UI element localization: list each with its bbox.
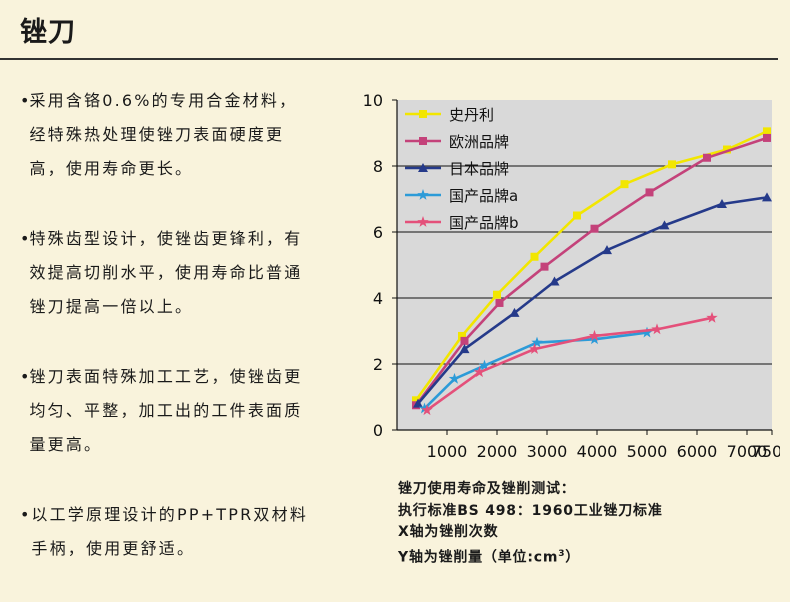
data-point (493, 290, 501, 299)
feature-item: • 采用含铬0.6%的专用合金材料，经特殊热处理使锉刀表面硬度更高，使用寿命更长… (20, 84, 310, 186)
x-tick-label: 7500 (752, 442, 780, 461)
note-text: Y轴为锉削量（单位:cm (398, 549, 559, 566)
chart-notes: 锉刀使用寿命及锉削测试： 执行标准BS 498：1960工业锉刀标准 X轴为锉削… (398, 479, 663, 569)
data-point (717, 198, 727, 208)
data-point (762, 192, 772, 202)
legend-label: 国产品牌a (449, 187, 518, 205)
bullet-icon: • (20, 367, 30, 386)
bullet-icon: • (20, 505, 30, 524)
note-line: 执行标准BS 498：1960工业锉刀标准 (398, 502, 663, 519)
x-tick-label: 2000 (477, 442, 518, 461)
y-tick-label: 2 (373, 355, 383, 374)
data-point (645, 188, 654, 197)
y-tick-label: 8 (373, 157, 383, 176)
data-point (417, 216, 429, 227)
legend-label: 史丹利 (449, 106, 494, 124)
y-tick-label: 0 (373, 421, 383, 440)
data-point (458, 331, 466, 340)
data-point (419, 137, 427, 145)
legend-label: 欧洲品牌 (449, 133, 509, 151)
data-point (723, 145, 731, 154)
feature-text: 以工学原理设计的PP+TPR双材料手柄，使用更舒适。 (31, 505, 309, 558)
data-point (763, 133, 771, 142)
data-point (495, 298, 504, 307)
data-point (418, 402, 431, 414)
data-point (509, 307, 520, 317)
data-point (412, 396, 420, 405)
note-line: Y轴为锉削量（单位:cm3） (398, 544, 663, 569)
page-title: 锉刀 (20, 17, 76, 48)
series-line (417, 196, 768, 405)
data-point (588, 333, 601, 345)
x-tick-label: 5000 (627, 442, 668, 461)
data-point (651, 323, 663, 335)
x-tick-label: 1000 (427, 442, 468, 461)
y-tick-label: 10 (363, 91, 383, 110)
x-tick-label: 7000 (727, 442, 768, 461)
data-point (531, 336, 543, 348)
data-point (528, 343, 541, 354)
data-point (641, 326, 653, 338)
data-point (478, 359, 491, 371)
feature-item: • 特殊齿型设计，使锉齿更锋利，有效提高切削水平，使用寿命比普通锉刀提高一倍以上… (20, 222, 310, 324)
data-point (763, 127, 771, 136)
data-point (588, 329, 601, 341)
data-point (448, 372, 461, 384)
data-point (620, 180, 629, 189)
feature-text: 特殊齿型设计，使锉齿更锋利，有效提高切削水平，使用寿命比普通锉刀提高一倍以上。 (29, 229, 303, 316)
series (421, 311, 718, 416)
feature-item: • 以工学原理设计的PP+TPR双材料手柄，使用更舒适。 (20, 498, 310, 566)
data-point (706, 311, 718, 323)
data-point (473, 366, 486, 378)
data-point (418, 163, 428, 172)
legend-label: 日本品牌 (449, 160, 509, 178)
data-point (573, 211, 581, 220)
series-line (414, 136, 768, 407)
y-tick-label: 4 (373, 289, 383, 308)
bullet-icon: • (20, 229, 30, 248)
series (418, 326, 653, 414)
note-superscript: 3 (558, 548, 566, 559)
y-tick-label: 6 (373, 223, 383, 242)
data-point (413, 398, 423, 408)
data-point (530, 252, 539, 261)
note-line: 锉刀使用寿命及锉削测试： (398, 481, 576, 497)
series (413, 192, 772, 408)
series-line (423, 331, 648, 410)
data-point (419, 110, 427, 118)
x-tick-label: 6000 (677, 442, 718, 461)
feature-text: 锉刀表面特殊加工工艺，使锉齿更均匀、平整，加工出的工件表面质量更高。 (29, 367, 303, 454)
x-tick-label: 3000 (527, 442, 568, 461)
feature-list: • 采用含铬0.6%的专用合金材料，经特殊热处理使锉刀表面硬度更高，使用寿命更长… (20, 84, 310, 602)
legend-label: 国产品牌b (449, 214, 519, 232)
data-point (540, 262, 549, 271)
x-tick-label: 4000 (577, 442, 618, 461)
bullet-icon: • (20, 91, 30, 110)
title-divider (0, 58, 778, 60)
data-point (421, 404, 433, 416)
data-point (668, 160, 676, 169)
series-line (426, 316, 713, 412)
data-point (417, 189, 429, 200)
data-point (659, 220, 670, 230)
data-point (460, 336, 469, 345)
feature-text: 采用含铬0.6%的专用合金材料，经特殊热处理使锉刀表面硬度更高，使用寿命更长。 (29, 91, 298, 178)
data-point (703, 153, 711, 162)
file-life-chart: 0 2 4 6 8 10 1000 2000 3000 4000 5000 6000 70007500 史… (363, 91, 780, 461)
note-text: ） (565, 549, 581, 566)
series (412, 133, 771, 410)
feature-item: • 锉刀表面特殊加工工艺，使锉齿更均匀、平整，加工出的工件表面质量更高。 (20, 360, 310, 462)
data-point (459, 344, 470, 354)
data-point (590, 224, 599, 233)
data-point (602, 245, 612, 255)
data-point (549, 276, 560, 286)
note-line: X轴为锉削次数 (398, 524, 499, 540)
